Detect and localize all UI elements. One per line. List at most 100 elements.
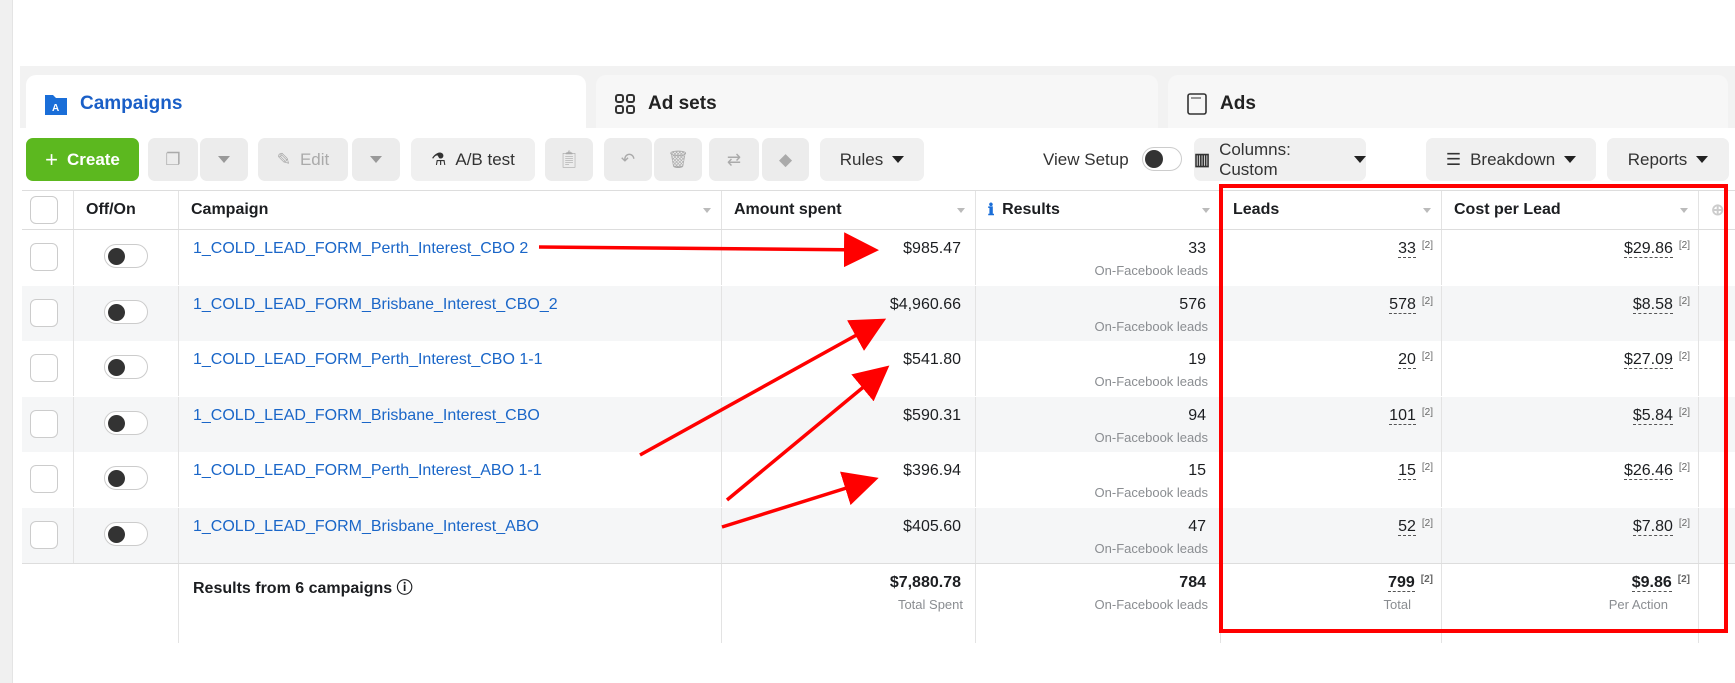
- edit-button[interactable]: ✎ Edit: [258, 138, 348, 181]
- row-checkbox[interactable]: [30, 465, 58, 493]
- plus-icon: +: [45, 146, 58, 172]
- pencil-icon: ✎: [276, 149, 291, 169]
- header-results[interactable]: ℹ Results: [976, 191, 1221, 229]
- campaign-name-link[interactable]: 1_COLD_LEAD_FORM_Brisbane_Interest_CBO_2: [193, 295, 558, 313]
- cost-per-lead-value: $8.58: [1632, 295, 1673, 314]
- chevron-down-icon: [218, 156, 230, 163]
- footnote: [2]: [1678, 240, 1690, 251]
- row-checkbox[interactable]: [30, 354, 58, 382]
- cost-per-lead-value: $7.80: [1632, 517, 1673, 536]
- delete-button[interactable]: 🗑︎: [654, 138, 702, 181]
- footnote: [2]: [1678, 517, 1690, 529]
- campaign-toggle[interactable]: [104, 410, 148, 435]
- campaign-toggle[interactable]: [104, 466, 148, 490]
- tab-label: Campaigns: [80, 93, 183, 114]
- tab-ads[interactable]: Ads: [1168, 75, 1728, 133]
- results-sub: On-Facebook leads: [1094, 540, 1208, 556]
- campaign-name-link[interactable]: 1_COLD_LEAD_FORM_Perth_Interest_CBO 2: [193, 240, 529, 257]
- tab-campaigns[interactable]: A Campaigns: [26, 75, 586, 133]
- duplicate-icon: ❐: [165, 149, 181, 169]
- footnote: [2]: [1421, 295, 1433, 307]
- campaign-name-link[interactable]: 1_COLD_LEAD_FORM_Brisbane_Interest_ABO: [193, 517, 539, 535]
- cost-per-lead-value: $29.86: [1623, 240, 1673, 258]
- footnote: [2]: [1678, 406, 1690, 418]
- columns-button[interactable]: ▥ Columns: Custom: [1194, 138, 1366, 181]
- footnote: [2]: [1421, 517, 1433, 529]
- breakdown-icon: ☰: [1445, 149, 1462, 169]
- export-button[interactable]: ⇄: [709, 138, 759, 181]
- summary-results-sub: On-Facebook leads: [1094, 597, 1208, 612]
- table-row: 1_COLD_LEAD_FORM_Perth_Interest_CBO 2 $9…: [22, 230, 1735, 285]
- campaign-toggle[interactable]: [104, 355, 148, 379]
- breakdown-label: Breakdown: [1470, 149, 1556, 169]
- sort-icon: [1423, 208, 1431, 213]
- clipboard-button[interactable]: 📋︎: [545, 138, 593, 181]
- header-off-on[interactable]: Off/On: [74, 191, 179, 229]
- results-value: 33: [1188, 240, 1206, 257]
- footnote: [2]: [1678, 351, 1690, 362]
- row-checkbox[interactable]: [30, 243, 58, 271]
- rules-label: Rules: [839, 149, 884, 169]
- results-value: 94: [1188, 406, 1206, 424]
- leads-value: 15: [1398, 462, 1416, 480]
- cost-per-lead-value: $27.09: [1623, 351, 1673, 369]
- summary-cpl: $9.86: [1631, 574, 1672, 592]
- row-checkbox[interactable]: [30, 520, 58, 549]
- undo-button[interactable]: ↶: [604, 138, 652, 181]
- sort-icon: [1202, 208, 1210, 213]
- view-setup-toggle[interactable]: [1142, 147, 1182, 171]
- results-value: 576: [1179, 295, 1206, 313]
- info-icon: ⓘ: [396, 580, 413, 597]
- create-label: Create: [66, 149, 120, 169]
- breakdown-button[interactable]: ☰ Breakdown: [1426, 138, 1596, 181]
- leads-value: 101: [1389, 406, 1416, 425]
- sort-icon: [957, 208, 965, 213]
- view-setup-label: View Setup: [1043, 150, 1129, 169]
- header-leads[interactable]: Leads: [1221, 191, 1442, 229]
- header-cost-per-lead[interactable]: Cost per Lead: [1442, 191, 1699, 229]
- header-campaign[interactable]: Campaign: [179, 191, 722, 229]
- results-value: 15: [1188, 462, 1206, 479]
- results-value: 47: [1188, 517, 1206, 535]
- summary-row: Results from 6 campaigns ⓘ $7,880.78 Tota…: [22, 563, 1735, 643]
- tab-ad-sets[interactable]: Ad sets: [596, 75, 1158, 133]
- campaign-name-link[interactable]: 1_COLD_LEAD_FORM_Brisbane_Interest_CBO: [193, 406, 540, 424]
- duplicate-dropdown[interactable]: [200, 138, 248, 181]
- ab-test-button[interactable]: ⚗ A/B test: [411, 138, 535, 181]
- leads-value: 20: [1398, 351, 1416, 369]
- tab-label: Ads: [1220, 93, 1256, 114]
- rules-button[interactable]: Rules: [820, 138, 924, 181]
- duplicate-button[interactable]: ❐: [148, 138, 198, 181]
- campaign-toggle[interactable]: [104, 299, 148, 324]
- trash-icon: 🗑︎: [667, 149, 689, 169]
- row-checkbox[interactable]: [30, 298, 58, 327]
- header-amount-spent[interactable]: Amount spent: [722, 191, 976, 229]
- row-checkbox[interactable]: [30, 409, 58, 438]
- add-column-icon[interactable]: ⊕: [1711, 202, 1725, 219]
- campaign-name-link[interactable]: 1_COLD_LEAD_FORM_Perth_Interest_ABO 1-1: [193, 462, 542, 479]
- edit-label: Edit: [299, 149, 330, 169]
- edit-dropdown[interactable]: [352, 138, 400, 181]
- leads-value: 33: [1398, 240, 1416, 258]
- footnote: [2]: [1421, 406, 1433, 418]
- campaign-toggle[interactable]: [104, 244, 148, 268]
- campaign-name-link[interactable]: 1_COLD_LEAD_FORM_Perth_Interest_CBO 1-1: [193, 351, 543, 368]
- table-header: Off/On Campaign Amount spent ℹ Results Le…: [22, 190, 1735, 230]
- amount-spent: $4,960.66: [889, 295, 961, 313]
- results-sub: On-Facebook leads: [1094, 374, 1208, 389]
- amount-spent: $985.47: [903, 240, 961, 257]
- create-button[interactable]: + Create: [26, 138, 139, 181]
- footnote: [2]: [1421, 351, 1433, 362]
- summary-leads-sub: Total: [1383, 597, 1411, 612]
- reports-button[interactable]: Reports: [1607, 138, 1729, 181]
- amount-spent: $405.60: [903, 517, 961, 535]
- tag-button[interactable]: ◆: [762, 138, 809, 181]
- reports-label: Reports: [1627, 149, 1688, 169]
- cost-per-lead-value: $26.46: [1623, 462, 1673, 480]
- footnote: [2]: [1678, 295, 1690, 307]
- footnote: [2]: [1678, 462, 1690, 473]
- results-sub: On-Facebook leads: [1094, 263, 1208, 278]
- select-all-checkbox[interactable]: [30, 196, 58, 224]
- table-row: 1_COLD_LEAD_FORM_Perth_Interest_ABO 1-1 …: [22, 452, 1735, 507]
- campaign-toggle[interactable]: [104, 521, 148, 546]
